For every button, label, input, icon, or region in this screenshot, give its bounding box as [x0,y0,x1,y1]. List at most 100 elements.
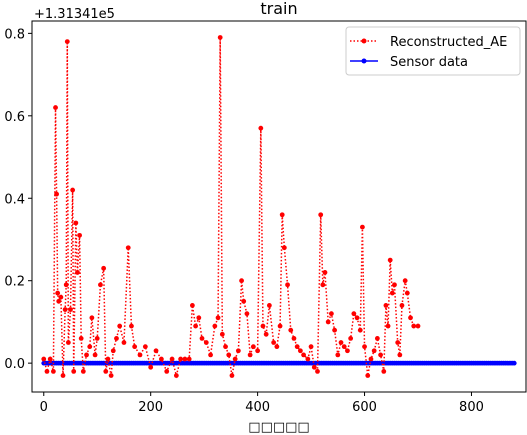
legend-box [345,26,521,76]
reconstructed-ae-point [108,373,114,378]
reconstructed-ae-point [229,373,235,378]
reconstructed-ae-point [117,323,123,329]
reconstructed-ae-point [351,311,357,317]
reconstructed-ae-point [362,344,367,350]
x-tick-label: 0 [40,400,48,415]
reconstructed-ae-point [182,356,188,362]
reconstructed-ae-line [43,37,418,379]
reconstructed-ae-point [164,368,170,374]
reconstructed-ae-point [68,307,73,312]
y-axis-offset-label: +1.31341e5 [34,7,115,22]
reconstructed-ae-point [335,352,341,358]
reconstructed-ae-point [266,303,272,308]
reconstructed-ae-point [199,336,205,341]
reconstructed-ae-point [73,220,79,226]
reconstructed-ae-point [98,282,103,288]
x-tick-label: 800 [459,400,484,415]
reconstructed-ae-point [250,344,256,350]
reconstructed-ae-point [411,323,417,329]
reconstructed-ae-point [110,348,116,354]
reconstructed-ae-point [153,348,159,354]
reconstructed-ae-point [357,327,363,333]
reconstructed-ae-point [137,352,143,358]
reconstructed-ae-point [129,323,134,329]
chart-marks [41,35,517,379]
reconstructed-ae-point [70,187,76,193]
reconstructed-ae-point [71,368,77,374]
reconstructed-ae-point [80,368,86,374]
reconstructed-ae-point [345,348,350,354]
reconstructed-ae-point [341,344,347,350]
reconstructed-ae-point [301,352,306,358]
plot-frame [31,20,527,393]
reconstructed-ae-point [318,212,324,218]
reconstructed-ae-point [196,315,202,321]
y-tick-label: 0.0 [4,357,25,372]
reconstructed-ae-point [55,290,61,296]
reconstructed-ae-point [41,356,47,362]
reconstructed-ae-point [387,257,393,263]
reconstructed-ae-point [239,278,244,284]
reconstructed-ae-point [297,348,303,354]
reconstructed-ae-point [63,282,69,288]
reconstructed-ae-point [291,336,297,341]
reconstructed-ae-point [235,348,241,354]
reconstructed-ae-point [178,356,184,362]
reconstructed-ae-point [383,303,389,308]
reconstructed-ae-point [378,352,383,358]
reconstructed-ae-point [325,319,331,325]
reconstructed-ae-point [53,105,58,110]
reconstructed-ae-point [132,344,138,350]
reconstructed-ae-point [328,311,334,317]
reconstructed-ae-point [78,336,84,341]
reconstructed-ae-point [94,336,100,341]
reconstructed-ae-point [247,352,253,358]
reconstructed-ae-point [332,327,338,333]
chart-axes: 0 200 400 600 800 0.0 0.2 0.4 0.6 0.8 [4,20,527,415]
reconstructed-ae-point [322,270,328,275]
reconstructed-ae-point [371,348,377,354]
reconstructed-ae-point [274,344,280,350]
reconstructed-ae-point [305,356,311,362]
sensor-data-point [511,360,517,366]
reconstructed-ae-point [64,39,70,45]
reconstructed-ae-point [186,356,192,362]
reconstructed-ae-point [399,303,405,308]
reconstructed-ae-point [89,315,95,321]
x-tick-label: 400 [245,400,270,415]
reconstructed-ae-point [50,368,56,374]
reconstructed-ae-point [415,323,421,329]
reconstructed-ae-point [408,315,413,321]
reconstructed-ae-point [60,373,66,378]
legend-label-reconstructed: Reconstructed_AE [390,35,507,50]
reconstructed-ae-point [142,344,148,350]
reconstructed-ae-point [315,368,320,374]
reconstructed-ae-point [58,294,64,300]
reconstructed-ae-point [381,368,387,374]
reconstructed-ae-point [105,356,111,362]
reconstructed-ae-point [148,364,154,370]
x-tick-label: 200 [138,400,163,415]
reconstructed-ae-point [338,340,344,345]
reconstructed-ae-point [311,364,317,370]
reconstructed-ae-point [77,232,82,238]
reconstructed-ae-point [320,282,326,288]
reconstructed-ae-point [255,348,261,354]
reconstructed-ae-point [54,191,59,197]
y-tick-label: 0.2 [4,275,25,290]
reconstructed-ae-point [114,336,119,341]
reconstructed-ae-point [404,290,410,296]
legend-marker-reconstructed [361,38,367,44]
reconstructed-ae-point [374,336,380,341]
legend: Reconstructed_AE Sensor data [345,26,521,76]
reconstructed-ae-point [101,265,107,271]
reconstructed-ae-point [223,344,228,350]
reconstructed-ae-point [392,282,397,288]
reconstructed-ae-point [260,323,266,329]
legend-marker-sensor [361,58,367,64]
reconstructed-ae-point [294,344,300,350]
reconstructed-ae-point [84,352,89,358]
reconstructed-ae-point [354,315,360,321]
reconstructed-ae-point [281,245,287,251]
